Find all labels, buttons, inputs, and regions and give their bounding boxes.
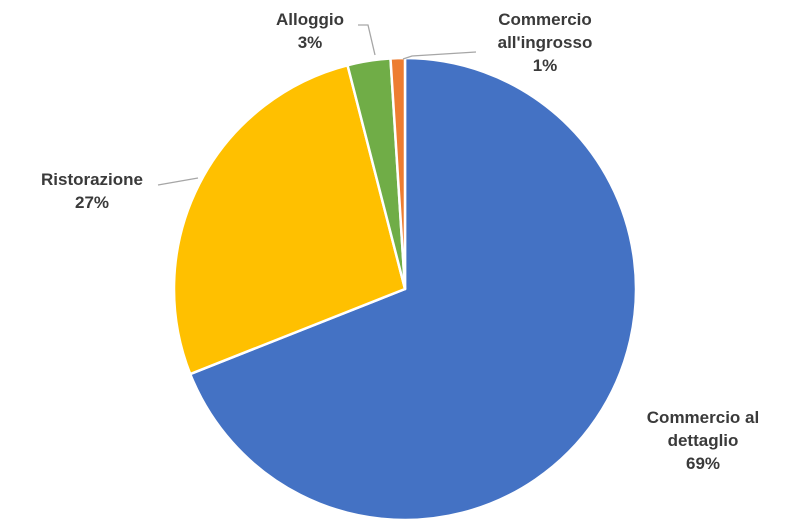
pie-slices: [172, 56, 638, 522]
slice-category-label: Commercio al: [647, 408, 759, 427]
leader-line-ristorazione: [157, 177, 199, 186]
slice-percent-label: 69%: [686, 454, 720, 473]
data-labels: Commercio al dettaglio 69% Ristorazione 27% A…: [41, 10, 759, 473]
pie-slice-ristorazione: [172, 64, 407, 376]
slice-percent-label: 27%: [75, 193, 109, 212]
data-label-ristorazione: Ristorazione 27%: [41, 170, 143, 212]
leader-line-commercio-all-ingrosso: [402, 51, 477, 60]
data-label-alloggio: Alloggio 3%: [276, 10, 344, 52]
slice-category-label: all'ingrosso: [498, 33, 593, 52]
leader-lines: [157, 24, 477, 186]
slice-category-label: dettaglio: [668, 431, 739, 450]
pie-slice-commercio-al-dettaglio: [188, 56, 638, 522]
data-label-commercio-al-dettaglio: Commercio al dettaglio 69%: [647, 408, 759, 473]
slice-category-label: Commercio: [498, 10, 592, 29]
slice-category-label: Ristorazione: [41, 170, 143, 189]
slice-percent-label: 3%: [298, 33, 323, 52]
data-label-commercio-all-ingrosso: Commercio all'ingrosso 1%: [498, 10, 593, 75]
slice-percent-label: 1%: [533, 56, 558, 75]
leader-line-alloggio: [358, 24, 376, 56]
slice-category-label: Alloggio: [276, 10, 344, 29]
